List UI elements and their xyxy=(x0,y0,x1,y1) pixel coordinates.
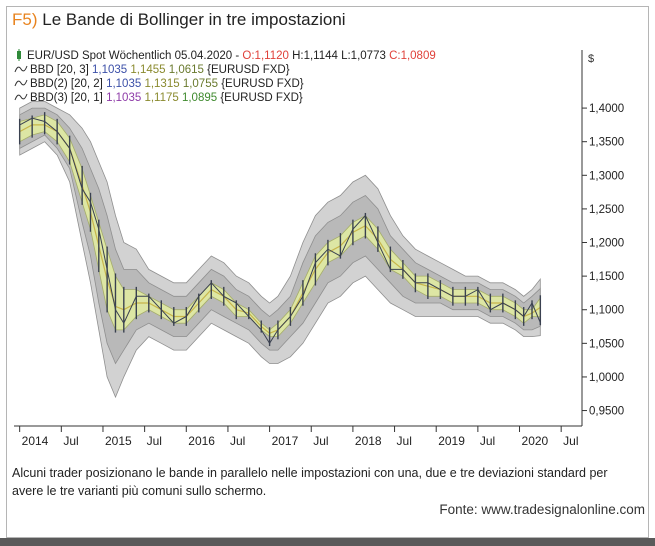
x-tick-label: Jul xyxy=(147,434,162,448)
y-tick-label: 1,3000 xyxy=(589,170,624,182)
x-tick-label: Jul xyxy=(230,434,245,448)
y-tick-label: 1,0000 xyxy=(589,372,624,384)
indicator-icon xyxy=(14,79,28,87)
x-tick-label: 2018 xyxy=(355,434,382,448)
y-tick-label: 1,0500 xyxy=(589,338,624,350)
legend-entry: BBD(3) [20, 1] 1,1035 1,1175 1,0895 {EUR… xyxy=(30,92,303,104)
y-tick-label: 1,1000 xyxy=(589,305,624,317)
figure-tag: F5) xyxy=(12,10,38,29)
x-tick-label: 2020 xyxy=(522,434,549,448)
figure-caption: Alcuni trader posizionano le bande in pa… xyxy=(12,466,608,498)
legend-value: 1,1315 xyxy=(144,78,182,90)
currency-symbol: $ xyxy=(588,53,594,65)
legend-value: C:1,0809 xyxy=(389,50,436,62)
x-tick-label: 2015 xyxy=(105,434,132,448)
legend-prefix: BBD [20, 3] xyxy=(30,64,92,76)
legend-value: 1,1035 xyxy=(92,64,130,76)
legend-value: L:1,0773 xyxy=(341,50,389,62)
legend-entry: EUR/USD Spot Wöchentlich 05.04.2020 - O:… xyxy=(27,50,436,62)
figure-title: F5) Le Bande di Bollinger in tre imposta… xyxy=(12,10,346,30)
legend-value: 1,1035 xyxy=(106,92,144,104)
y-tick-label: 0,9500 xyxy=(589,406,624,418)
figure-source: Fonte: www.tradesignalonline.com xyxy=(439,502,645,517)
legend-value: 1,0895 xyxy=(182,92,220,104)
legend-prefix: EUR/USD Spot Wöchentlich 05.04.2020 - xyxy=(27,50,242,62)
y-tick-label: 1,3500 xyxy=(589,137,624,149)
legend-value: 1,1035 xyxy=(106,78,144,90)
figure-title-text: Le Bande di Bollinger in tre impostazion… xyxy=(42,10,346,29)
legend-value: {EURUSD FXD} xyxy=(221,78,304,90)
y-tick-label: 1,2000 xyxy=(589,238,624,250)
legend-value: {EURUSD FXD} xyxy=(220,92,303,104)
x-tick-label: 2019 xyxy=(438,434,465,448)
legend-prefix: BBD(2) [20, 2] xyxy=(30,78,106,90)
x-tick-label: 2016 xyxy=(188,434,215,448)
legend-value: H:1,1144 xyxy=(292,50,341,62)
price-line xyxy=(19,117,541,345)
indicator-icon xyxy=(14,93,28,101)
indicator-icon xyxy=(14,65,28,73)
legend-value: 1,1175 xyxy=(144,92,182,104)
x-tick-label: 2017 xyxy=(272,434,299,448)
legend-prefix: BBD(3) [20, 1] xyxy=(30,92,106,104)
x-tick-label: Jul xyxy=(63,434,78,448)
bollinger-chart: $1,4000 1,3500 1,3000 1,2500 1,2000 1,1500 1,1… xyxy=(14,49,624,448)
x-tick-label: Jul xyxy=(563,434,578,448)
y-tick-label: 1,2500 xyxy=(589,204,624,216)
legend-value: 1,1455 xyxy=(130,64,168,76)
legend-value: {EURUSD FXD} xyxy=(207,64,290,76)
x-tick-label: Jul xyxy=(480,434,495,448)
legend-value: 1,0755 xyxy=(183,78,221,90)
y-tick-label: 1,1500 xyxy=(589,271,624,283)
x-tick-label: 2014 xyxy=(22,434,49,448)
x-tick-label: Jul xyxy=(313,434,328,448)
bottom-bar xyxy=(0,538,655,546)
x-tick-label: Jul xyxy=(397,434,412,448)
legend-value: O:1,1120 xyxy=(242,50,292,62)
y-tick-label: 1,4000 xyxy=(589,103,624,115)
legend-value: 1,0615 xyxy=(169,64,207,76)
legend-entry: BBD [20, 3] 1,1035 1,1455 1,0615 {EURUSD… xyxy=(30,64,290,76)
legend-entry: BBD(2) [20, 2] 1,1035 1,1315 1,0755 {EUR… xyxy=(30,78,304,90)
